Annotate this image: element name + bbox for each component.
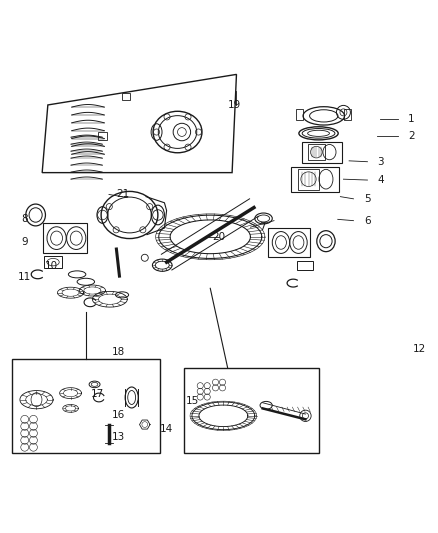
Bar [12,359,160,454]
Text: 15: 15 [186,396,199,406]
Bar [291,166,339,192]
Text: 7: 7 [259,222,266,232]
Text: 12: 12 [413,344,427,354]
Bar [184,368,319,454]
Text: 13: 13 [112,432,125,442]
Bar [297,261,313,270]
Text: 3: 3 [377,157,384,167]
Bar [122,93,130,100]
Bar [308,144,325,160]
Text: 20: 20 [212,232,226,242]
Bar [301,142,342,163]
Bar [43,223,87,253]
Text: 6: 6 [364,216,371,225]
Text: 19: 19 [228,100,241,110]
Text: 17: 17 [91,390,104,399]
Text: 1: 1 [408,114,414,124]
Bar [297,169,319,190]
Text: 14: 14 [160,424,173,434]
Text: 11: 11 [18,272,32,282]
Bar [98,132,107,140]
Text: 8: 8 [21,214,28,224]
Text: 18: 18 [112,346,125,357]
Text: 4: 4 [377,175,384,185]
Text: 10: 10 [44,261,57,271]
Text: 5: 5 [364,194,371,204]
Bar [296,109,303,120]
Bar [268,228,310,257]
Text: 2: 2 [408,132,414,141]
Bar [44,256,62,268]
Text: 16: 16 [112,410,125,420]
Bar [344,109,351,120]
Text: 9: 9 [21,238,28,247]
Text: 21: 21 [117,189,130,199]
